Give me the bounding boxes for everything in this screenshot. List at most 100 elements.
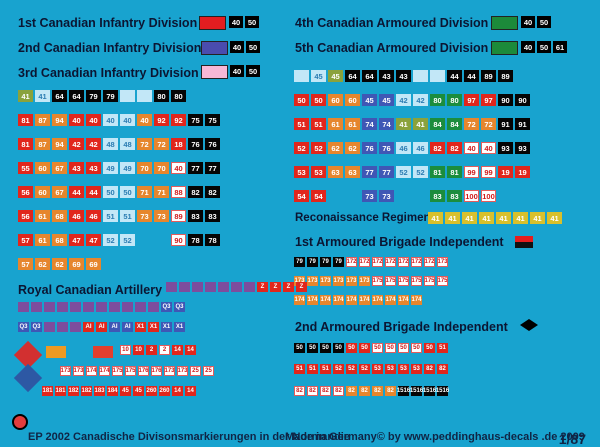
decal: 50: [320, 343, 331, 353]
decal: [166, 282, 177, 292]
div5-num-40: 40: [521, 41, 535, 53]
decal: [294, 70, 309, 82]
decal: 60: [35, 162, 50, 174]
decal: [96, 302, 107, 312]
decal: 64: [362, 70, 377, 82]
decal: 41: [428, 212, 443, 224]
decal: 51: [294, 118, 309, 130]
title-div2: 2nd Canadian Infantry Division: [18, 41, 202, 55]
decal: 48: [103, 138, 118, 150]
right-row-5: 53 53 63 63 77 77 52 52 81 81 99 99 19 1…: [294, 166, 530, 178]
decal: 45: [362, 94, 377, 106]
decal: 172: [372, 257, 383, 267]
decal-sheet: 1st Canadian Infantry Division 40 50 2nd…: [12, 16, 586, 447]
decal: 64: [69, 90, 84, 102]
decal: [137, 90, 152, 102]
decal: 50: [372, 343, 383, 353]
decal: 82: [346, 386, 357, 396]
decal: 74: [362, 118, 377, 130]
decal: 175: [385, 276, 396, 286]
decal: 56: [18, 186, 33, 198]
decal: 176: [138, 366, 149, 376]
left-row-6: 56 61 68 46 46 51 51 73 73 89 83 83: [18, 210, 220, 222]
decal: 47: [86, 234, 101, 246]
decal: 99: [464, 166, 479, 178]
decal: 89: [171, 210, 186, 222]
decal: [192, 282, 203, 292]
decal: 53: [398, 364, 409, 374]
decal: 173: [164, 366, 175, 376]
decal-empty: [413, 190, 428, 202]
decal: 83: [205, 210, 220, 222]
decal: 79: [86, 90, 101, 102]
decal: 79: [294, 257, 305, 267]
decal: [18, 302, 29, 312]
decal: 174: [346, 295, 357, 305]
artillery-row-5: 173 173 174 174 175 175 176 176 173 173 …: [60, 366, 214, 376]
decal: 40: [69, 114, 84, 126]
decal: 174: [385, 295, 396, 305]
decal: 77: [188, 162, 203, 174]
decal: 2: [146, 345, 157, 355]
decal: 45: [120, 386, 131, 396]
div5-swatch: [491, 41, 518, 55]
decal: 52: [413, 166, 428, 178]
decal: X1: [135, 322, 146, 332]
decal: 61: [328, 118, 343, 130]
decal-empty: [345, 190, 360, 202]
decal: 40: [464, 142, 479, 154]
decal: 260: [146, 386, 157, 396]
decal: 173: [320, 276, 331, 286]
title-recon: Reconaissance Regiment: [295, 212, 435, 224]
decal: 19: [515, 166, 530, 178]
decal: 68: [52, 210, 67, 222]
decal: 82: [372, 386, 383, 396]
decal: [218, 282, 229, 292]
decal: 173: [346, 276, 357, 286]
decal: 90: [171, 234, 186, 246]
decal: Q3: [174, 302, 185, 312]
decal: 52: [346, 364, 357, 374]
decal: 91: [515, 118, 530, 130]
decal: 79: [333, 257, 344, 267]
decal: 49: [103, 162, 118, 174]
decal: 83: [430, 190, 445, 202]
decal: 173: [307, 276, 318, 286]
decal: 62: [345, 142, 360, 154]
div3-swatch: [201, 65, 228, 79]
right-row-3: 51 51 61 61 74 74 41 41 84 84 72 72 91 9…: [294, 118, 530, 130]
decal: 42: [413, 94, 428, 106]
decal: AI: [83, 322, 94, 332]
decal: AI: [109, 322, 120, 332]
decal: [122, 302, 133, 312]
decal: 25: [190, 366, 201, 376]
decal: 56: [18, 210, 33, 222]
decal: [179, 282, 190, 292]
decal: 2: [159, 345, 170, 355]
diamond-icon: [13, 363, 43, 393]
decal: 14: [172, 345, 183, 355]
decal: 44: [447, 70, 462, 82]
decal: 181: [55, 386, 66, 396]
decal: 79: [103, 90, 118, 102]
decal: 1516: [422, 386, 437, 396]
decal: 50: [307, 343, 318, 353]
footer-right: 1/87: [558, 431, 586, 447]
decal: 82: [424, 364, 435, 374]
decal: 41: [462, 212, 477, 224]
decal: 79: [307, 257, 318, 267]
left-row-5: 56 60 67 44 44 50 50 71 71 88 82 82: [18, 186, 220, 198]
decal: 172: [424, 257, 435, 267]
decal: 93: [515, 142, 530, 154]
decal: 176: [151, 366, 162, 376]
decal: 61: [345, 118, 360, 130]
decal: 76: [362, 142, 377, 154]
decal: 42: [396, 94, 411, 106]
decal: 173: [333, 276, 344, 286]
decal: 90: [498, 94, 513, 106]
decal: 80: [447, 94, 462, 106]
decal: 83: [447, 190, 462, 202]
decal: 97: [464, 94, 479, 106]
decal: [205, 282, 216, 292]
decal: 80: [430, 94, 445, 106]
